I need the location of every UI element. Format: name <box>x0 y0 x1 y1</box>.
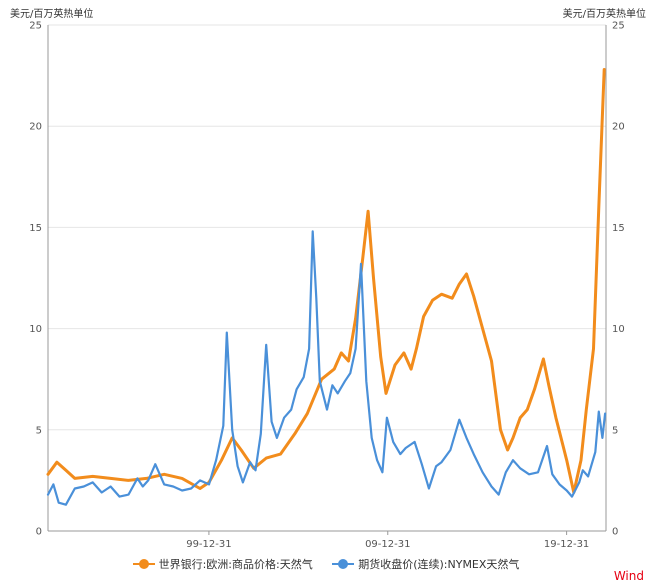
grid-lines <box>48 24 606 431</box>
y-tick-label-right: 25 <box>612 21 625 32</box>
legend-marker-orange <box>132 558 155 570</box>
y-axis-left-ticks: 0 5 10 15 20 25 <box>29 21 42 538</box>
axes <box>47 25 607 532</box>
series-line-nymex-gas-futures <box>46 230 607 506</box>
legend-label: 期货收盘价(连续):NYMEX天然气 <box>358 558 520 571</box>
brand-watermark: Wind <box>613 569 644 583</box>
x-tick-label: 99-12-31 <box>186 539 231 550</box>
y-tick-label-left: 0 <box>36 527 42 538</box>
y-tick-label-left: 20 <box>29 122 42 133</box>
x-axis-ticks: 99-12-31 09-12-31 19-12-31 <box>186 531 589 550</box>
y-tick-label-right: 5 <box>612 425 618 436</box>
y-tick-label-left: 15 <box>29 223 42 234</box>
y-tick-label-right: 10 <box>612 324 625 335</box>
y-tick-label-right: 15 <box>612 223 625 234</box>
y-tick-label-left: 5 <box>36 425 42 436</box>
x-tick-label: 19-12-31 <box>544 539 589 550</box>
series-line-world-bank-europe-gas <box>46 68 606 494</box>
y-tick-label-right: 20 <box>612 122 625 133</box>
legend-item-world-bank-europe-gas[interactable]: 世界银行:欧洲:商品价格:天然气 <box>132 556 313 572</box>
y-axis-right-ticks: 0 5 10 15 20 25 <box>612 21 625 538</box>
legend: 世界银行:欧洲:商品价格:天然气 期货收盘价(连续):NYMEX天然气 <box>0 556 652 573</box>
y-tick-label-left: 10 <box>29 324 42 335</box>
legend-marker-blue <box>332 558 355 570</box>
x-tick-label: 09-12-31 <box>365 539 410 550</box>
line-chart: 0 5 10 15 20 25 0 5 10 15 20 25 99-12-31 09-12-31 19… <box>29 21 625 551</box>
y-tick-label-left: 25 <box>29 21 42 32</box>
y-axis-left-unit: 美元/百万英热单位 <box>10 9 94 20</box>
legend-item-nymex-gas-futures[interactable]: 期货收盘价(连续):NYMEX天然气 <box>332 556 519 572</box>
legend-label: 世界银行:欧洲:商品价格:天然气 <box>158 558 313 571</box>
y-tick-label-right: 0 <box>612 527 618 538</box>
y-axis-right-unit: 美元/百万英热单位 <box>562 9 646 20</box>
series-lines <box>46 68 607 506</box>
